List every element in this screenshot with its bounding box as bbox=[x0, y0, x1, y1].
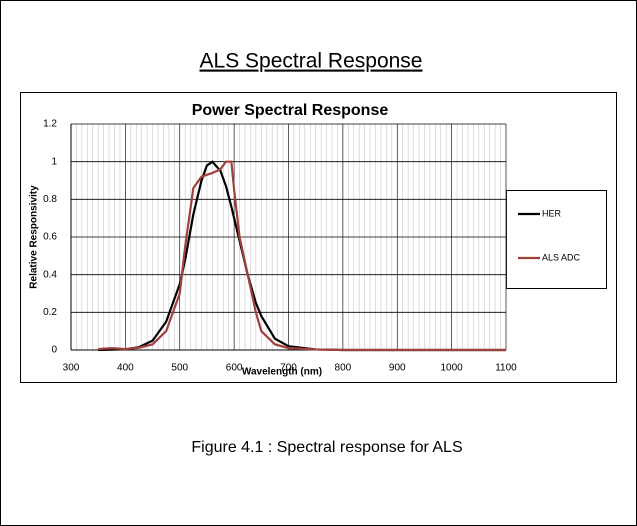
x-tick-label: 300 bbox=[63, 363, 80, 374]
x-tick-label: 1000 bbox=[441, 363, 464, 374]
x-tick-label: 600 bbox=[226, 363, 243, 374]
x-tick-label: 400 bbox=[117, 363, 134, 374]
heading: ALS Spectral Response bbox=[200, 50, 423, 73]
y-tick-label: 0 bbox=[51, 345, 57, 356]
y-tick-label: 0.4 bbox=[43, 269, 57, 280]
caption: Figure 4.1 : Spectral response for ALS bbox=[191, 439, 462, 456]
x-tick-label: 1100 bbox=[495, 363, 517, 374]
legend-label: ALS ADC bbox=[542, 252, 581, 262]
legend-label: HER bbox=[542, 208, 562, 218]
legend-box bbox=[506, 190, 607, 289]
chart-title: Power Spectral Response bbox=[192, 102, 389, 119]
y-tick-label: 1.2 bbox=[43, 119, 57, 130]
x-axis-label: Wavelength (nm) bbox=[242, 367, 322, 378]
y-tick-label: 0.2 bbox=[43, 307, 57, 318]
x-tick-label: 900 bbox=[389, 363, 406, 374]
x-tick-label: 500 bbox=[171, 363, 188, 374]
x-tick-label: 700 bbox=[280, 363, 297, 374]
y-tick-label: 1 bbox=[51, 156, 57, 167]
y-axis-label: Relative Responsivity bbox=[29, 185, 40, 289]
x-tick-label: 800 bbox=[335, 363, 352, 374]
y-tick-label: 0.8 bbox=[43, 194, 57, 205]
y-tick-label: 0.6 bbox=[43, 232, 57, 243]
series-line bbox=[98, 160, 506, 352]
